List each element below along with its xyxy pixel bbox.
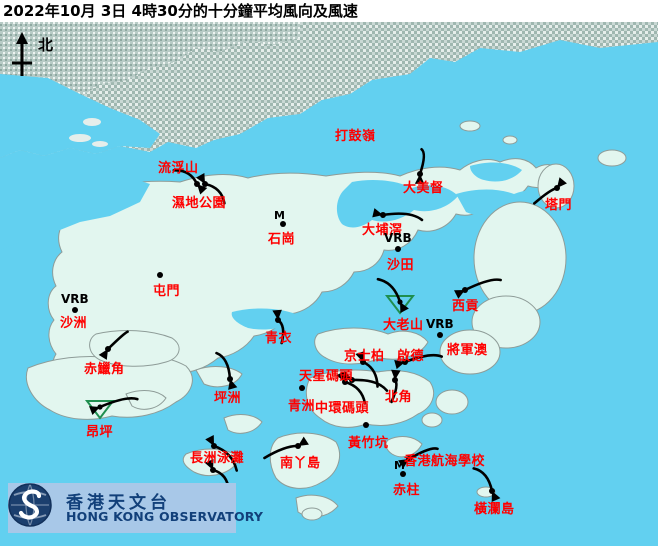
north-label: 北: [38, 36, 54, 54]
wind-barb-shaft: [263, 444, 300, 460]
station-label[interactable]: 屯門: [153, 284, 181, 299]
wind-barb-arrowhead: [89, 406, 100, 416]
logo-name-cn: 香港天文台: [66, 493, 171, 513]
station-dot: [157, 272, 163, 278]
wind-barb-arrowhead: [205, 435, 214, 446]
vrb-label: VRB: [426, 317, 454, 331]
station-label[interactable]: 青洲: [288, 399, 316, 414]
station-label[interactable]: 橫瀾島: [474, 502, 515, 517]
station-label[interactable]: 天星碼頭: [299, 369, 354, 384]
station-dot: [395, 246, 401, 252]
wind-barb-shaft: [390, 378, 398, 404]
wind-barb-shaft: [418, 147, 426, 176]
station-label[interactable]: 北角: [385, 390, 413, 405]
station-label[interactable]: 中環碼頭: [315, 401, 370, 416]
station-label[interactable]: 沙田: [387, 258, 415, 273]
station-label[interactable]: 赤柱: [393, 483, 421, 498]
vrb-label: VRB: [384, 231, 412, 245]
station-label[interactable]: 大埔滘: [362, 223, 403, 238]
station-dot: [437, 332, 443, 338]
wind-barb-arrowhead: [398, 459, 409, 469]
station-label[interactable]: 沙洲: [60, 316, 88, 331]
station-label[interactable]: 啟德: [397, 349, 425, 364]
north-arrow: 北: [8, 30, 62, 82]
station-label[interactable]: 西貢: [452, 299, 480, 314]
page-title: 2022年10月 3日 4時30分的十分鐘平均風向及風速: [3, 2, 358, 20]
wind-barb-arrowhead: [298, 436, 309, 446]
wind-barb-shaft: [106, 330, 129, 351]
m-label: M: [394, 459, 405, 472]
wind-barb-shaft: [203, 182, 226, 205]
wind-barb-shaft: [212, 444, 238, 472]
wind-barb-shaft: [463, 278, 502, 292]
wind-barb-arrowhead: [400, 302, 409, 313]
station-label[interactable]: 京士柏: [344, 349, 385, 364]
wind-barb-arrowhead: [454, 290, 465, 299]
wind-barb-shaft: [376, 277, 402, 304]
wind-barb-shaft: [533, 186, 559, 205]
station-label[interactable]: 流浮山: [158, 161, 199, 176]
wind-barb-arrowhead: [394, 359, 405, 370]
station-label[interactable]: 打鼓嶺: [335, 129, 376, 144]
wind-barb-shaft: [98, 397, 139, 409]
station-label[interactable]: 大美督: [403, 181, 444, 196]
station-label[interactable]: 赤鱲角: [84, 362, 125, 377]
logo-name-en: HONG KONG OBSERVATORY: [66, 509, 264, 524]
wind-barb-shaft: [407, 447, 439, 461]
station-label[interactable]: 塔門: [545, 198, 573, 213]
station-label[interactable]: 青衣: [265, 331, 293, 346]
station-label[interactable]: 濕地公園: [172, 196, 227, 211]
station-label[interactable]: 大老山: [383, 318, 424, 333]
station-dot: [299, 385, 305, 391]
wind-barb-arrowhead: [196, 173, 205, 184]
wind-barb-shaft: [350, 378, 389, 392]
vrb-label: VRB: [61, 292, 89, 306]
calm-triangle-marker: [384, 295, 416, 315]
wind-barb-arrowhead: [414, 174, 425, 185]
wind-barb-arrowhead: [197, 184, 208, 195]
wind-barb-arrowhead: [204, 459, 214, 470]
wind-barb-arrowhead: [228, 379, 238, 390]
station-label[interactable]: 香港航海學校: [404, 454, 486, 469]
station-dot: [280, 221, 286, 227]
wind-barb-arrowhead: [557, 177, 567, 188]
wind-barb-arrowhead: [355, 351, 365, 362]
wind-barb-shaft: [172, 169, 199, 186]
station-label[interactable]: 坪洲: [214, 391, 242, 406]
wind-barb-shaft: [472, 467, 494, 493]
station-dot: [363, 422, 369, 428]
wind-barb-arrowhead: [372, 208, 383, 218]
wind-barb-shaft: [276, 318, 285, 345]
station-label[interactable]: 長洲泳灘: [190, 451, 245, 466]
wind-barb-arrowhead: [491, 491, 501, 502]
wind-barb-layer: [72, 147, 567, 502]
wind-barb-arrowhead: [98, 349, 108, 360]
north-arrow-icon: [12, 32, 32, 76]
map-geography: [0, 22, 658, 546]
station-dot: [400, 471, 406, 477]
m-label: M: [274, 209, 285, 222]
wind-barb-shaft: [215, 351, 232, 381]
wind-barb-arrowhead: [336, 371, 345, 382]
map-canvas[interactable]: 北 打鼓嶺流浮山濕地公園石崗 M 大美督塔門大埔滘沙田 VRB 屯門沙洲 VRB 赤鱲角昂坪…: [0, 22, 658, 546]
station-label[interactable]: 南丫島: [280, 456, 321, 471]
station-label[interactable]: 黃竹坑: [348, 436, 389, 451]
station-label[interactable]: 石崗: [268, 232, 296, 247]
wind-barb-shaft: [343, 380, 367, 405]
station-label[interactable]: 昂坪: [86, 425, 114, 440]
station-label[interactable]: 將軍澳: [447, 343, 488, 358]
wind-barb-arrowhead: [391, 369, 401, 380]
title-bar: 2022年10月 3日 4時30分的十分鐘平均風向及風速: [0, 0, 658, 22]
wind-barb-shaft: [381, 212, 424, 222]
station-dot: [72, 307, 78, 313]
hko-swirl-logo-icon: [8, 483, 52, 527]
hko-logo: 香港天文台 HONG KONG OBSERVATORY: [8, 483, 263, 533]
wind-barb-arrowhead: [272, 309, 282, 320]
wind-barb-shaft: [403, 353, 444, 364]
